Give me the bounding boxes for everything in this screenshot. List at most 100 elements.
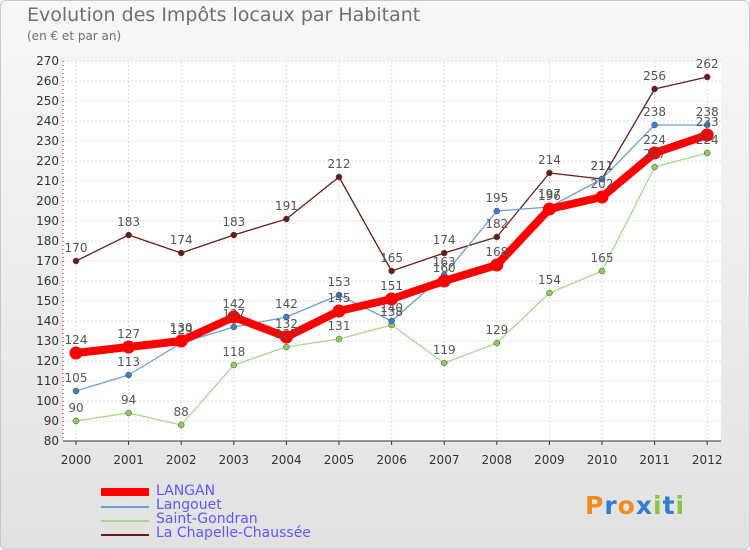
data-point-langouet	[283, 313, 290, 321]
data-label-langan: 132	[275, 317, 298, 331]
data-label-la-chapelle-chauss-e: 183	[222, 215, 245, 229]
data-point-langan	[174, 334, 188, 348]
data-label-langouet: 238	[696, 105, 719, 119]
data-point-la-chapelle-chauss-e	[177, 249, 185, 257]
logo-letter: r	[604, 491, 618, 520]
data-label-langouet: 163	[433, 255, 456, 269]
y-tick-label: 230	[36, 134, 59, 148]
y-tick-label: 80	[44, 434, 59, 448]
data-point-la-chapelle-chauss-e	[283, 215, 290, 223]
x-tick-label: 2012	[692, 453, 723, 467]
data-label-la-chapelle-chauss-e: 174	[433, 233, 456, 247]
data-point-langouet	[72, 387, 80, 395]
data-point-langouet	[335, 291, 343, 299]
data-point-langouet	[493, 207, 501, 215]
data-label-saint-gondran: 224	[696, 133, 719, 147]
data-label-saint-gondran: 88	[174, 405, 189, 419]
data-label-langouet: 153	[328, 275, 351, 289]
data-point-langouet	[125, 371, 132, 379]
x-tick-label: 2001	[113, 453, 144, 467]
x-tick-label: 2003	[219, 453, 250, 467]
data-label-langouet: 129	[170, 323, 193, 337]
logo-letter: t	[662, 491, 676, 520]
data-label-la-chapelle-chauss-e: 262	[696, 57, 719, 71]
y-tick-label: 250	[36, 94, 59, 108]
data-point-saint-gondran	[546, 289, 553, 297]
data-point-la-chapelle-chauss-e	[72, 257, 80, 265]
y-tick-label: 90	[44, 414, 59, 428]
data-label-saint-gondran: 165	[591, 251, 614, 265]
data-point-la-chapelle-chauss-e	[388, 267, 395, 275]
data-label-la-chapelle-chauss-e: 182	[485, 217, 508, 231]
x-tick-label: 2011	[639, 453, 670, 467]
data-point-langan	[490, 258, 504, 272]
x-tick-label: 2010	[587, 453, 618, 467]
data-point-langouet	[651, 121, 658, 129]
data-label-la-chapelle-chauss-e: 183	[117, 215, 140, 229]
data-point-la-chapelle-chauss-e	[440, 249, 448, 257]
data-label-saint-gondran: 119	[433, 343, 456, 357]
legend-swatch-langan	[101, 488, 149, 496]
y-tick-label: 110	[36, 374, 59, 388]
data-label-langouet: 211	[591, 159, 614, 173]
data-label-langouet: 142	[275, 297, 298, 311]
y-tick-label: 190	[36, 214, 59, 228]
data-label-saint-gondran: 131	[328, 319, 351, 333]
data-point-saint-gondran	[440, 359, 448, 367]
data-label-saint-gondran: 127	[275, 327, 298, 341]
data-label-langan: 151	[380, 279, 403, 293]
chart-subtitle: (en € et par an)	[27, 29, 122, 43]
data-label-langan: 145	[328, 291, 351, 305]
data-label-la-chapelle-chauss-e: 212	[328, 157, 351, 171]
data-label-la-chapelle-chauss-e: 165	[380, 251, 403, 265]
logo-letter: P	[585, 491, 605, 520]
y-tick-label: 210	[36, 174, 59, 188]
data-point-langan	[385, 292, 399, 306]
y-tick-label: 170	[36, 254, 59, 268]
data-label-langan: 124	[65, 333, 88, 347]
y-tick-label: 200	[36, 194, 59, 208]
data-label-langan: 224	[643, 133, 666, 147]
data-point-la-chapelle-chauss-e	[651, 85, 658, 93]
proxiti-logo: Proxiti	[585, 491, 685, 520]
data-point-langouet	[230, 323, 238, 331]
data-point-langan	[648, 146, 662, 160]
data-label-langouet: 140	[380, 301, 403, 315]
data-point-la-chapelle-chauss-e	[230, 231, 238, 239]
data-label-la-chapelle-chauss-e: 256	[643, 69, 666, 83]
legend-label-langan: LANGAN	[156, 483, 216, 499]
data-point-saint-gondran	[651, 163, 658, 171]
data-point-saint-gondran	[72, 417, 80, 425]
data-label-langouet: 195	[485, 191, 508, 205]
data-label-langouet: 238	[643, 105, 666, 119]
legend-swatch-saint-gondran	[101, 520, 149, 522]
y-tick-label: 180	[36, 234, 59, 248]
data-point-langan	[122, 340, 136, 354]
x-tick-label: 2008	[482, 453, 513, 467]
legend-swatch-la-chapelle-chaussee	[101, 534, 149, 536]
logo-letter: i	[653, 491, 663, 520]
data-label-langan: 233	[696, 115, 719, 129]
data-label-saint-gondran: 154	[538, 273, 561, 287]
y-tick-label: 130	[36, 334, 59, 348]
y-tick-label: 240	[36, 114, 59, 128]
y-tick-label: 100	[36, 394, 59, 408]
data-label-saint-gondran: 129	[485, 323, 508, 337]
data-label-langouet: 105	[65, 371, 88, 385]
data-point-la-chapelle-chauss-e	[703, 73, 711, 81]
data-point-saint-gondran	[177, 421, 185, 429]
data-point-langan	[227, 310, 241, 324]
data-label-la-chapelle-chauss-e: 170	[65, 241, 88, 255]
x-tick-label: 2004	[271, 453, 302, 467]
logo-letter: i	[675, 491, 686, 520]
data-point-langan	[542, 202, 556, 216]
data-point-saint-gondran	[283, 343, 290, 351]
data-label-langan: 168	[485, 245, 508, 259]
chart-title: Evolution des Impôts locaux par Habitant	[27, 4, 421, 26]
data-point-saint-gondran	[598, 267, 606, 275]
data-point-langan	[595, 190, 609, 204]
x-tick-label: 2006	[376, 453, 407, 467]
data-point-langan	[437, 274, 451, 288]
